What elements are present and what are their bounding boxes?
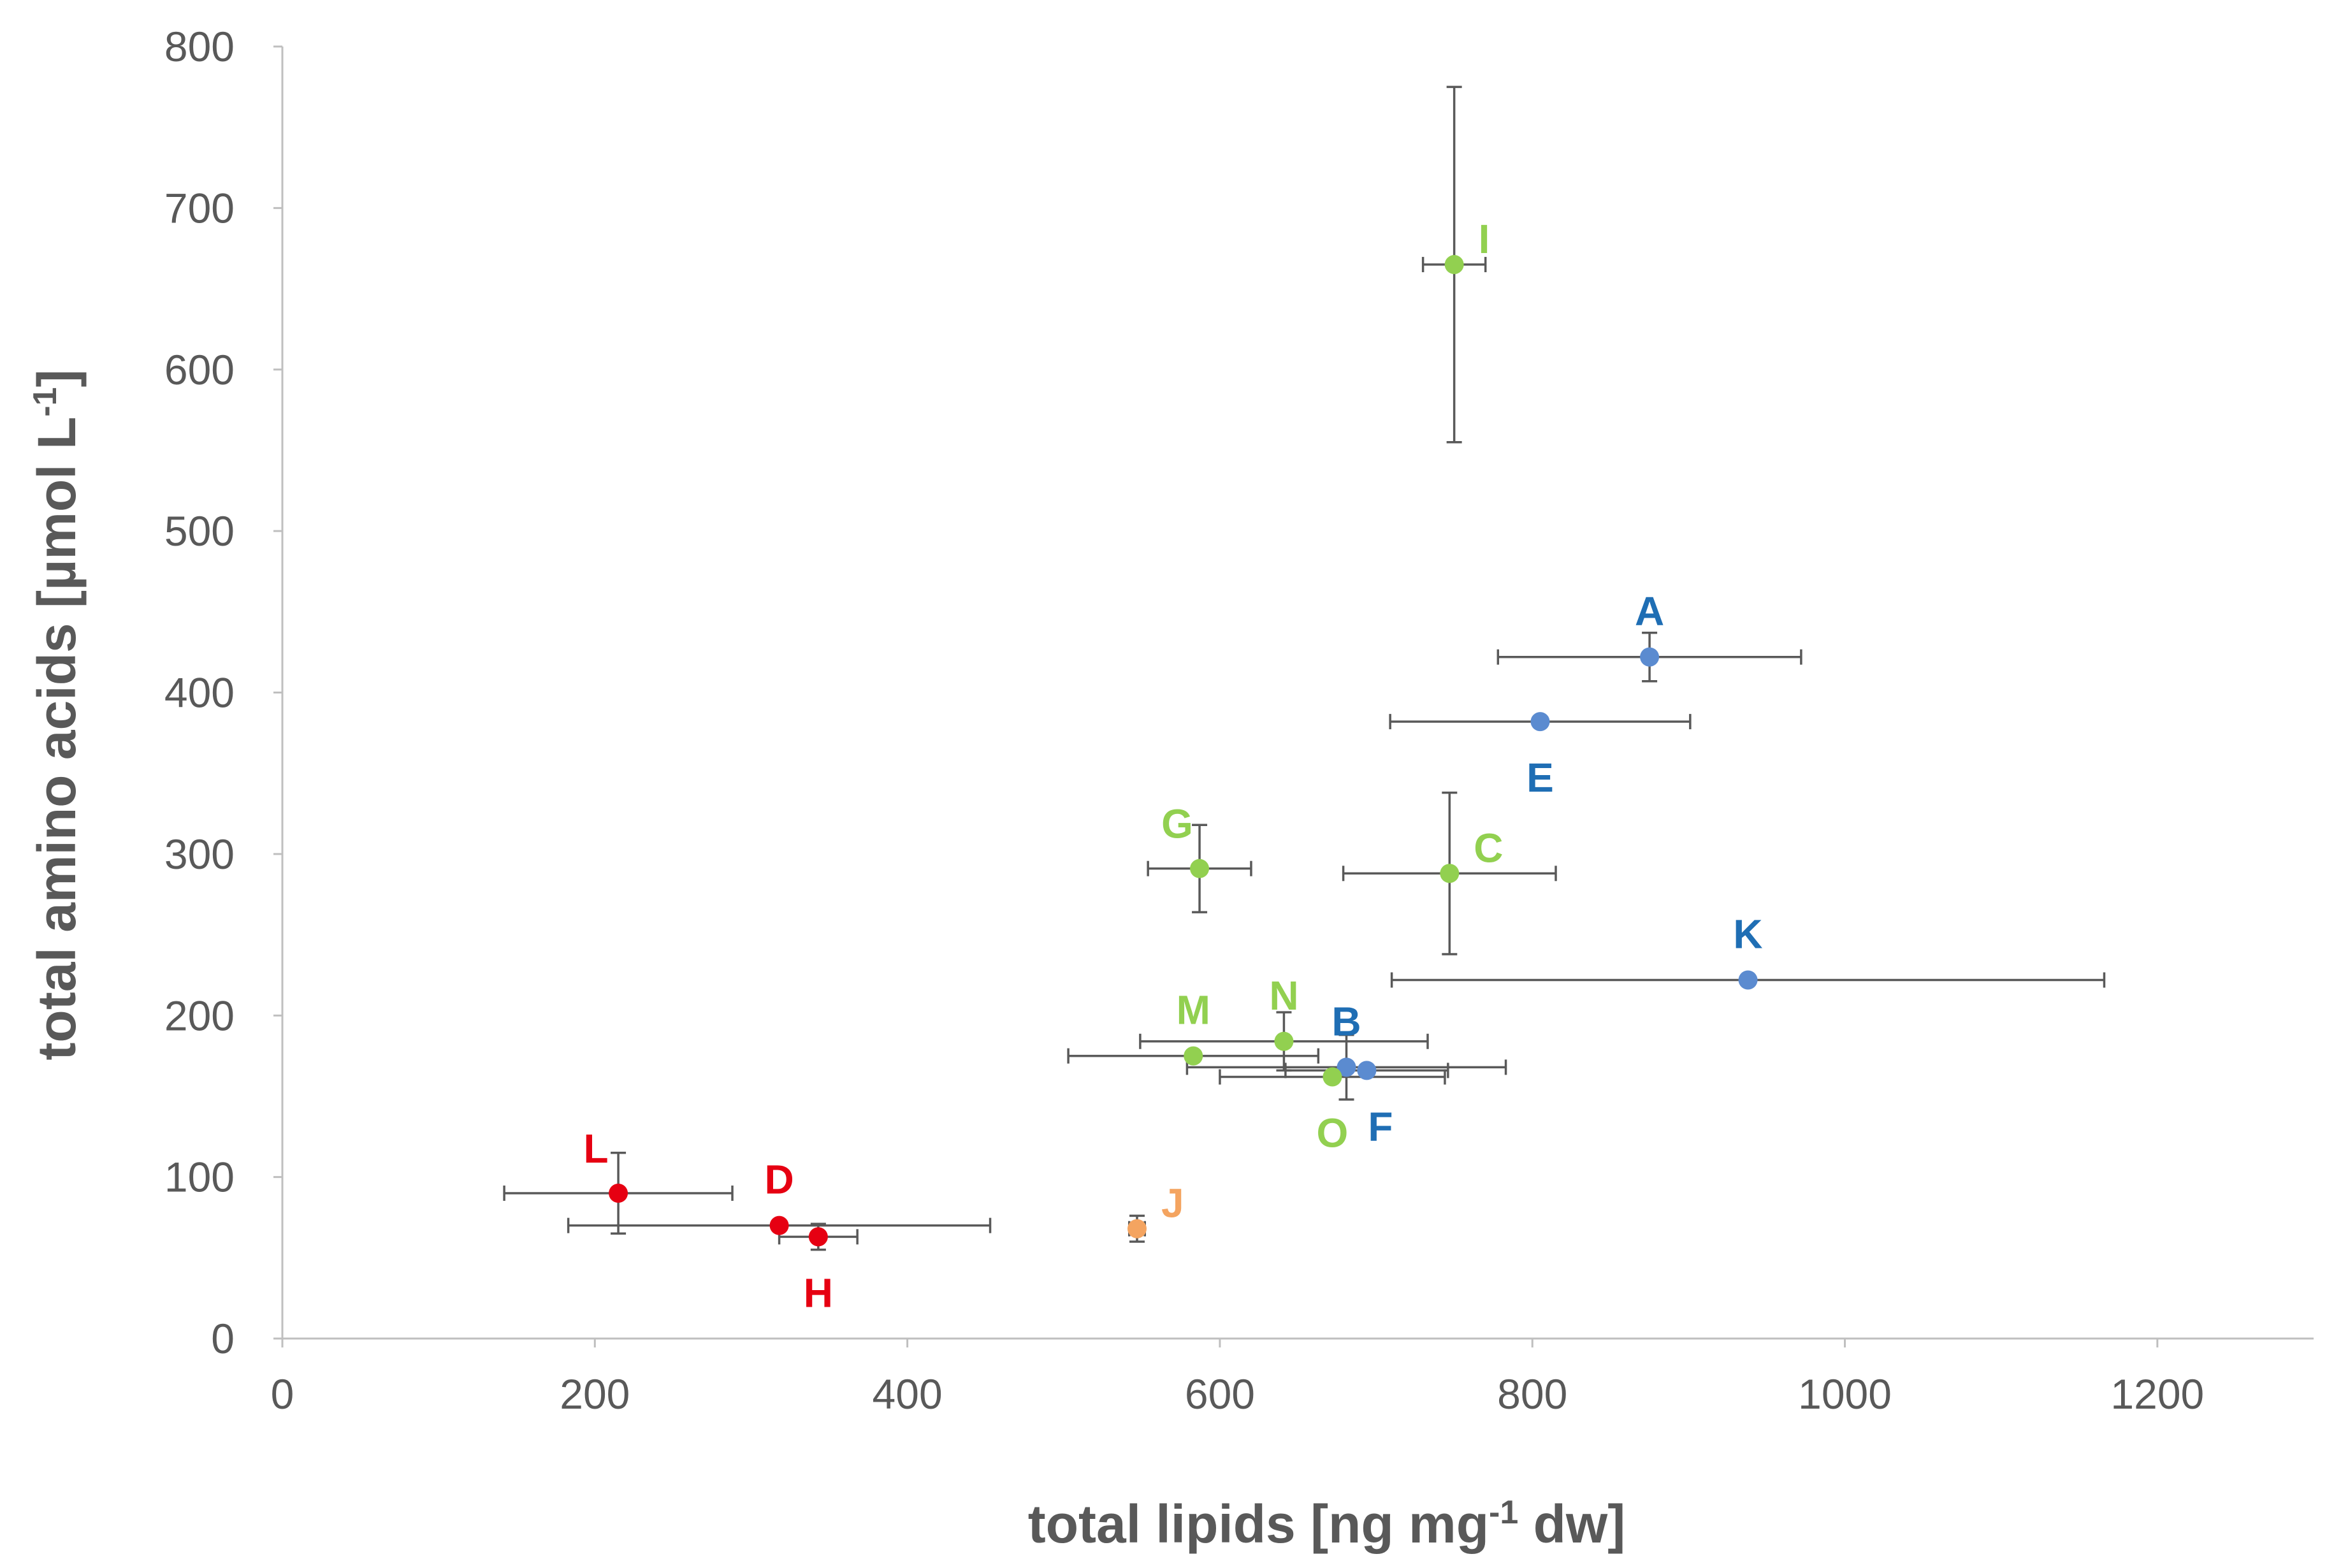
y-tick-label: 700	[164, 184, 235, 231]
y-tick-label: 200	[164, 992, 235, 1039]
error-bars	[503, 85, 2106, 1251]
x-tick-label: 600	[1185, 1370, 1255, 1418]
x-tick-label: 800	[1497, 1370, 1567, 1418]
point-f-label: F	[1368, 1103, 1393, 1149]
ticks: 0 200 400 600 800 1000 1200 0 100 200 300 400 500 600…	[164, 23, 2204, 1418]
y-axis-title: total amino acids [µmol L-1]	[27, 369, 87, 1060]
point-o-label: O	[1317, 1110, 1349, 1156]
point-b-marker	[1337, 1057, 1356, 1077]
point-c-label: C	[1474, 825, 1503, 871]
point-i-marker	[1444, 255, 1464, 275]
point-b-label: B	[1331, 998, 1361, 1044]
y-tick-label: 600	[164, 346, 235, 393]
data-points	[609, 255, 1758, 1247]
x-tick-label: 1000	[1798, 1370, 1892, 1418]
point-m-label: M	[1177, 987, 1210, 1033]
y-tick-label: 100	[164, 1154, 235, 1201]
x-axis-title: total lipids [ng mg-1 dw]	[1028, 1494, 1626, 1554]
point-g-label: G	[1161, 801, 1193, 847]
point-a-marker	[1640, 647, 1660, 667]
point-i-label: I	[1479, 216, 1490, 262]
x-tick-label: 1200	[2110, 1370, 2204, 1418]
point-f-marker	[1357, 1061, 1377, 1080]
x-tick-label: 400	[873, 1370, 943, 1418]
point-k-marker	[1738, 970, 1758, 990]
x-tick-label: 0	[271, 1370, 294, 1418]
point-l-marker	[609, 1183, 628, 1203]
point-n-label: N	[1269, 973, 1298, 1019]
point-c-marker	[1440, 864, 1460, 883]
point-m-marker	[1184, 1046, 1203, 1066]
y-tick-label: 400	[164, 669, 235, 716]
point-j-label: J	[1161, 1180, 1184, 1226]
point-h-marker	[808, 1227, 828, 1247]
point-d-label: D	[764, 1157, 794, 1203]
point-labels: I A E G C K N M B FO L D H J	[584, 216, 1763, 1316]
y-tick-label: 800	[164, 23, 235, 70]
point-h-label: H	[804, 1270, 833, 1316]
point-l-label: L	[584, 1126, 609, 1172]
point-e-label: E	[1526, 755, 1554, 801]
point-n-marker	[1274, 1031, 1294, 1051]
point-k-label: K	[1733, 911, 1762, 957]
point-a-label: A	[1635, 588, 1664, 634]
point-d-marker	[769, 1216, 789, 1235]
point-o-marker	[1323, 1067, 1342, 1087]
y-tick-label: 500	[164, 507, 235, 555]
point-e-marker	[1530, 712, 1550, 732]
x-tick-label: 200	[560, 1370, 630, 1418]
point-j-marker	[1127, 1219, 1147, 1238]
y-tick-label: 0	[211, 1315, 235, 1362]
point-g-marker	[1190, 859, 1210, 878]
y-tick-label: 300	[164, 831, 235, 878]
